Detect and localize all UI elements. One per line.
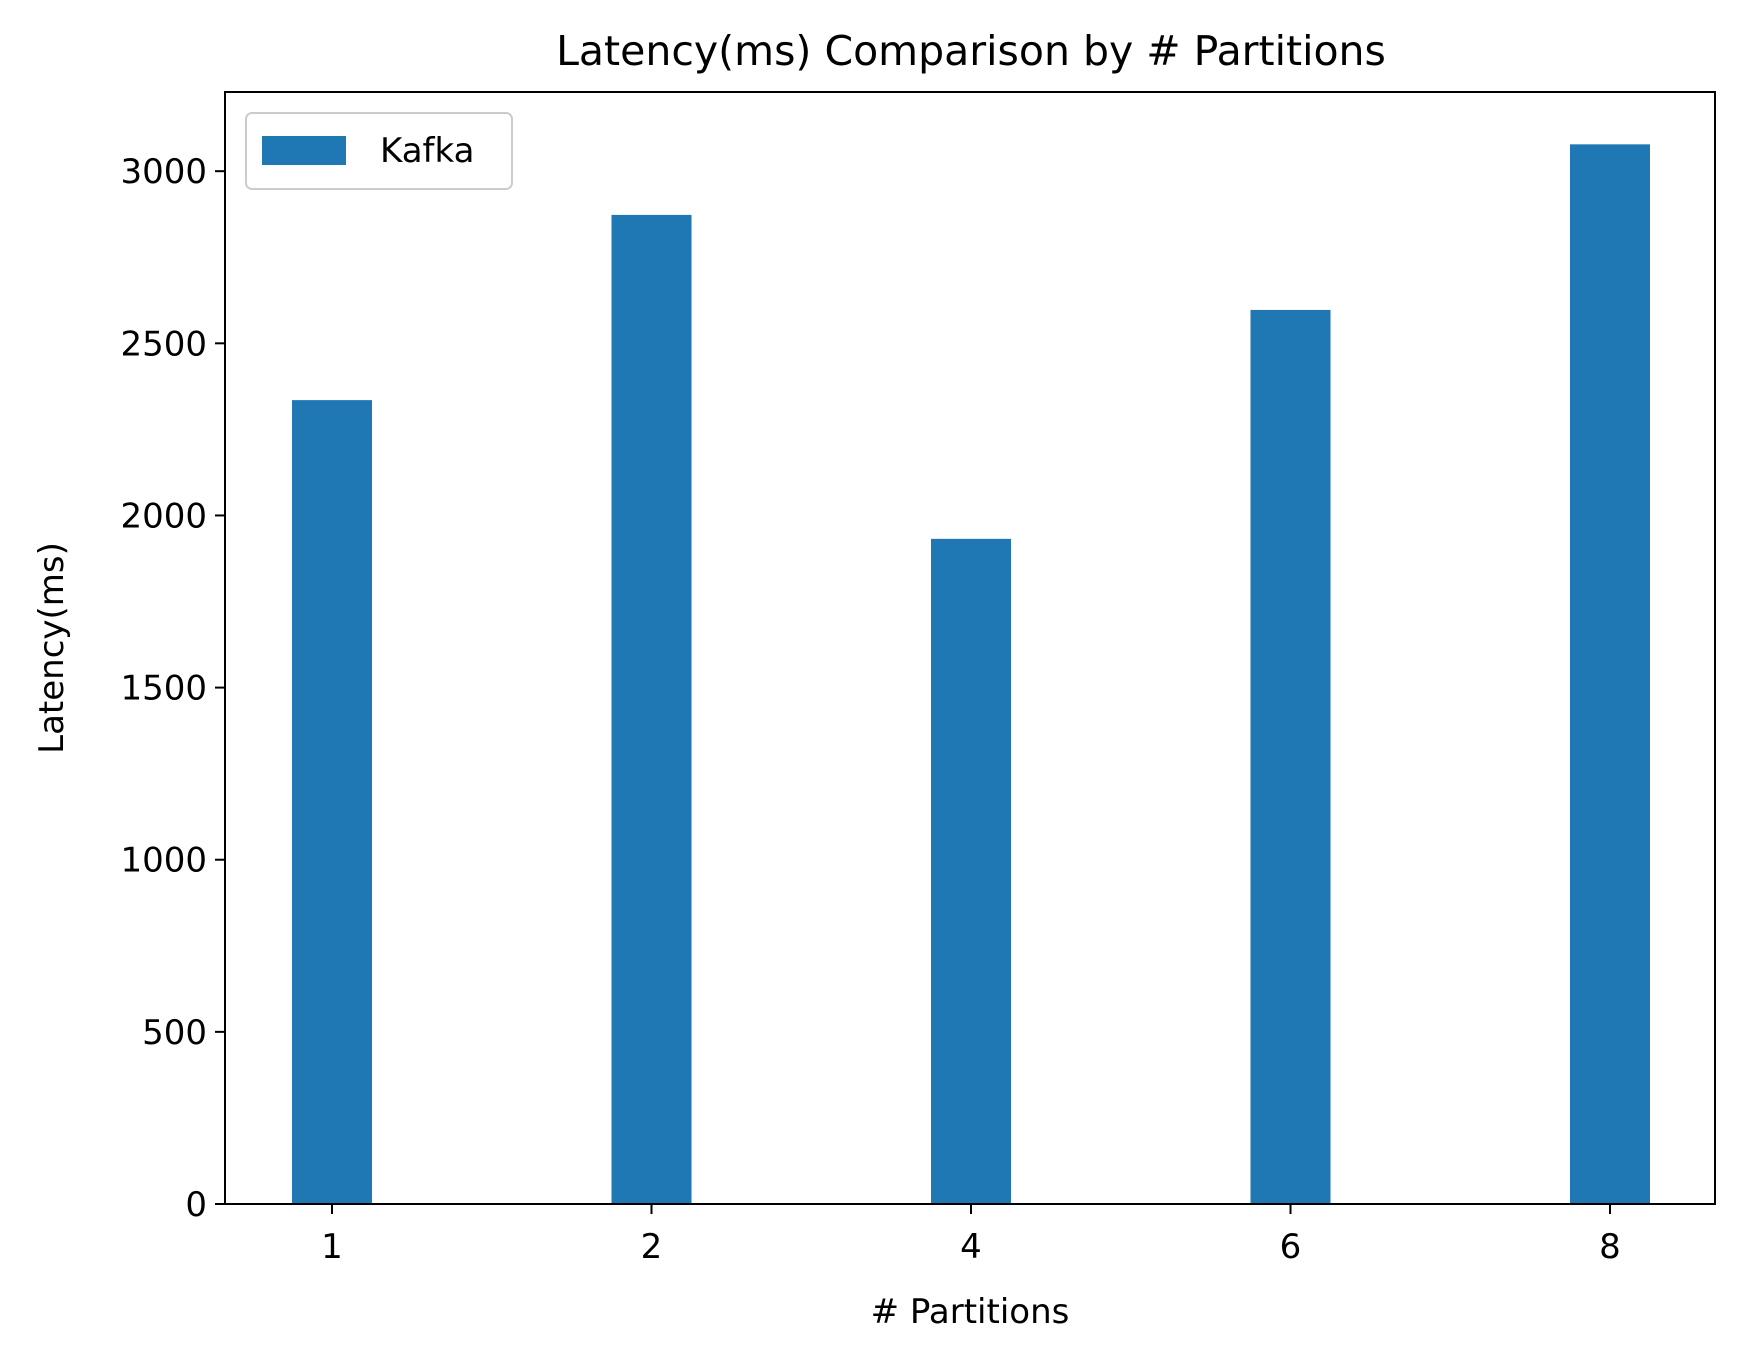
bar-6 bbox=[1250, 309, 1331, 1205]
y-tick-label: 3000 bbox=[120, 152, 207, 192]
bar-4 bbox=[931, 538, 1011, 1204]
x-tick-label: 6 bbox=[1280, 1227, 1302, 1267]
y-tick-label: 1000 bbox=[120, 841, 207, 881]
legend: Kafka bbox=[245, 112, 513, 190]
legend-label: Kafka bbox=[380, 131, 474, 171]
y-tick-label: 0 bbox=[185, 1185, 207, 1225]
y-tick-label: 1500 bbox=[120, 669, 207, 709]
x-axis-label: # Partitions bbox=[871, 1292, 1070, 1332]
x-axis: 1 2 4 6 8 bbox=[321, 1204, 1621, 1267]
y-tick-label: 2000 bbox=[120, 496, 207, 536]
y-axis: 0 500 1000 1500 2000 2500 3000 bbox=[120, 152, 225, 1225]
y-axis-label: Latency(ms) bbox=[32, 542, 72, 754]
bars-layer bbox=[292, 144, 1650, 1205]
x-tick-label: 8 bbox=[1599, 1227, 1621, 1267]
y-tick-label: 500 bbox=[142, 1013, 207, 1053]
bar-1 bbox=[292, 400, 372, 1204]
legend-box bbox=[245, 112, 513, 190]
x-tick-label: 2 bbox=[641, 1227, 663, 1267]
bar-2 bbox=[611, 214, 692, 1204]
x-tick-label: 4 bbox=[960, 1227, 982, 1267]
legend-swatch bbox=[262, 136, 346, 165]
y-tick-label: 2500 bbox=[120, 324, 207, 364]
x-tick-label: 1 bbox=[321, 1227, 343, 1267]
bar-8 bbox=[1570, 144, 1650, 1205]
chart-title: Latency(ms) Comparison by # Partitions bbox=[556, 27, 1386, 75]
